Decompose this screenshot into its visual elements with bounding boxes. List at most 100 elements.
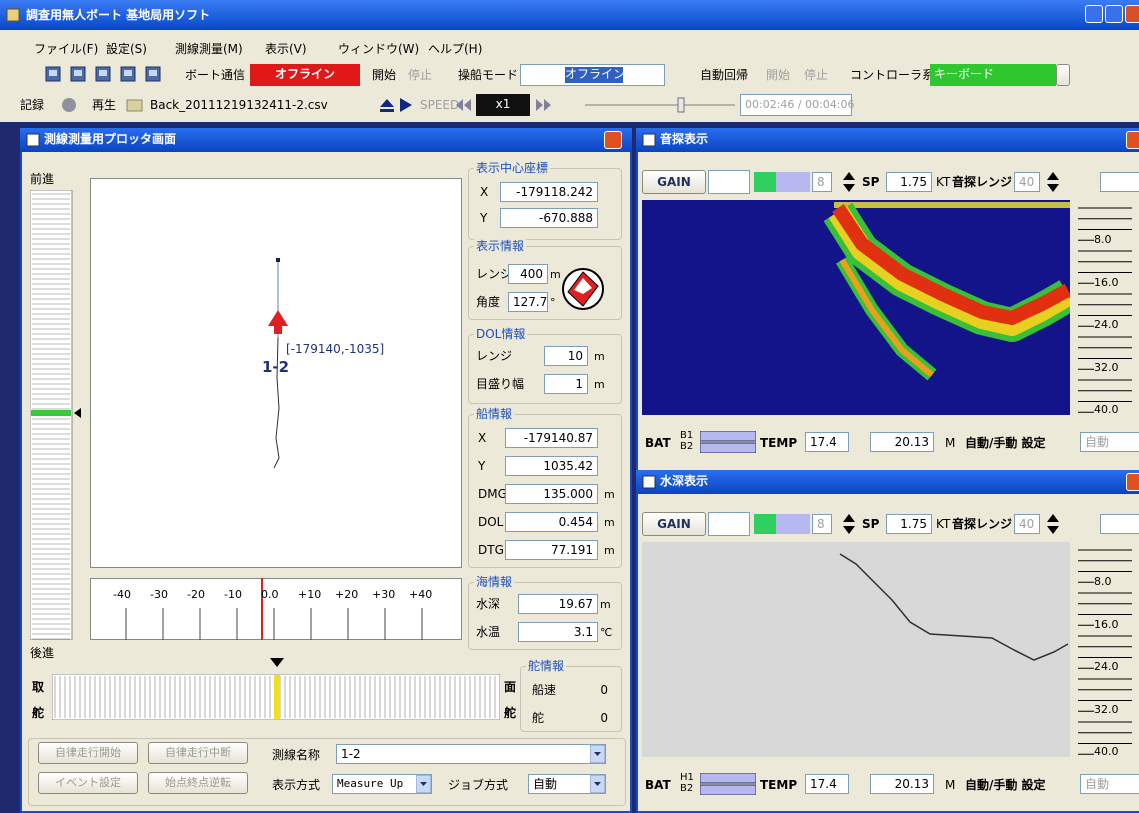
gain-button[interactable]: GAIN xyxy=(642,170,706,194)
tool-icon xyxy=(45,66,61,82)
field-value: 77.191 xyxy=(505,540,598,560)
auto-return-label: 自動回帰 xyxy=(700,68,748,82)
depth-label: 8.0 xyxy=(1094,233,1134,247)
menu-item[interactable]: 測線測量(M) xyxy=(175,42,243,56)
field-label: Y xyxy=(478,459,485,473)
field-label: DTG xyxy=(478,543,504,557)
starboard-1: 面 xyxy=(504,680,516,694)
gain-button[interactable]: GAIN xyxy=(642,512,706,536)
bat-line-2: B2 xyxy=(680,441,693,452)
field-label: DOL xyxy=(478,515,503,529)
boat-status: オフライン xyxy=(250,64,360,86)
temp-label: TEMP xyxy=(760,436,797,450)
depth-label: 32.0 xyxy=(1094,361,1134,375)
speed-label: SPEED xyxy=(420,98,459,112)
polygon xyxy=(456,99,463,111)
dropdown-button[interactable] xyxy=(1056,64,1070,86)
gain-select[interactable] xyxy=(708,512,750,536)
field-label: 船速 xyxy=(532,683,556,697)
polygon xyxy=(268,310,288,334)
plotter-icon xyxy=(26,133,40,147)
bat-line-1: H1 xyxy=(680,772,694,783)
steer-status: オフライン xyxy=(565,67,623,83)
stop-button: 停止 xyxy=(408,68,432,82)
menu-item[interactable]: ウィンドウ(W) xyxy=(338,42,419,56)
close-button[interactable] xyxy=(1125,5,1139,23)
scale-label: -20 xyxy=(187,588,205,602)
group-heading: 表示情報 xyxy=(474,239,526,253)
depth-label: 16.0 xyxy=(1094,618,1134,632)
scale-label: 0.0 xyxy=(261,588,279,602)
menu-item[interactable]: ファイル(F) xyxy=(34,42,98,56)
bat-bars xyxy=(700,431,756,453)
spinner xyxy=(1046,512,1060,536)
polygon xyxy=(400,98,412,112)
polygon xyxy=(1047,184,1059,192)
field-value: 400 xyxy=(508,264,548,284)
play-label: 再生 xyxy=(92,98,116,112)
rect xyxy=(678,98,684,112)
action-button[interactable]: 始点終点逆転 xyxy=(148,772,248,794)
sounder-close[interactable] xyxy=(1126,131,1139,149)
sp-unit: KT xyxy=(936,175,950,189)
action-button[interactable]: 自律走行中断 xyxy=(148,742,248,764)
plotter-close[interactable] xyxy=(604,131,622,149)
sounder-title-bar: 音探表示 xyxy=(636,128,1139,152)
tool-icon xyxy=(145,66,161,82)
group-heading: DOL情報 xyxy=(474,327,527,341)
field-label: Y xyxy=(480,211,487,225)
mode-select[interactable]: 自動 xyxy=(1080,432,1139,452)
app-title: 調査用無人ボート 基地局用ソフト xyxy=(26,8,210,22)
dropdown-arrow xyxy=(590,745,605,763)
steer-mode-label: 操船モード xyxy=(458,68,518,82)
polygon xyxy=(74,408,81,418)
field-unit: m xyxy=(594,350,605,364)
spinner xyxy=(842,170,856,194)
rect xyxy=(776,514,810,534)
field-unit: m xyxy=(600,598,611,612)
depth-value: 20.13 xyxy=(870,432,934,452)
rect xyxy=(149,70,157,76)
folder-icon xyxy=(126,97,144,113)
line-name-select[interactable]: 1-2 xyxy=(336,744,606,764)
action-button[interactable]: イベント設定 xyxy=(38,772,138,794)
window-button[interactable] xyxy=(1105,5,1123,23)
field-value: 19.67 xyxy=(518,594,598,614)
group-box xyxy=(468,168,622,240)
scale-label: +20 xyxy=(335,588,358,602)
menu-item[interactable]: ヘルプ(H) xyxy=(428,42,482,56)
menu-item[interactable]: 設定(S) xyxy=(106,42,147,56)
gain-select[interactable] xyxy=(708,170,750,194)
rect xyxy=(700,785,756,795)
field-label: 舵 xyxy=(532,711,544,725)
polygon xyxy=(1047,514,1059,522)
rect xyxy=(834,202,1070,208)
spinner xyxy=(842,512,856,536)
field-value: -179118.242 xyxy=(500,182,598,202)
record-icon xyxy=(60,96,78,114)
rect xyxy=(274,675,280,719)
field-value: 0 xyxy=(588,711,608,731)
sounder-close[interactable] xyxy=(1126,473,1139,491)
window-button[interactable] xyxy=(1085,5,1103,23)
rect xyxy=(74,70,82,76)
rewind-icon xyxy=(455,98,473,112)
depth-label: 32.0 xyxy=(1094,703,1134,717)
forward-label: 前進 xyxy=(30,172,54,186)
echo-image xyxy=(642,200,1070,415)
field-label: 水温 xyxy=(476,625,500,639)
menu-item[interactable]: 表示(V) xyxy=(265,42,307,56)
controller-value[interactable]: キーボード xyxy=(930,64,1056,86)
polygon xyxy=(380,99,394,107)
field-value: -670.888 xyxy=(500,208,598,228)
extra-box xyxy=(1100,172,1139,192)
circle xyxy=(62,98,76,112)
bat-label: BAT xyxy=(645,778,671,792)
field-label: DMG xyxy=(478,487,507,501)
mode-select[interactable]: 自動 xyxy=(1080,774,1139,794)
sounder-icon xyxy=(642,475,656,489)
polygon xyxy=(843,526,855,534)
line-name-label: 測線名称 xyxy=(272,748,320,762)
action-button[interactable]: 自律走行開始 xyxy=(38,742,138,764)
rect xyxy=(276,258,280,262)
